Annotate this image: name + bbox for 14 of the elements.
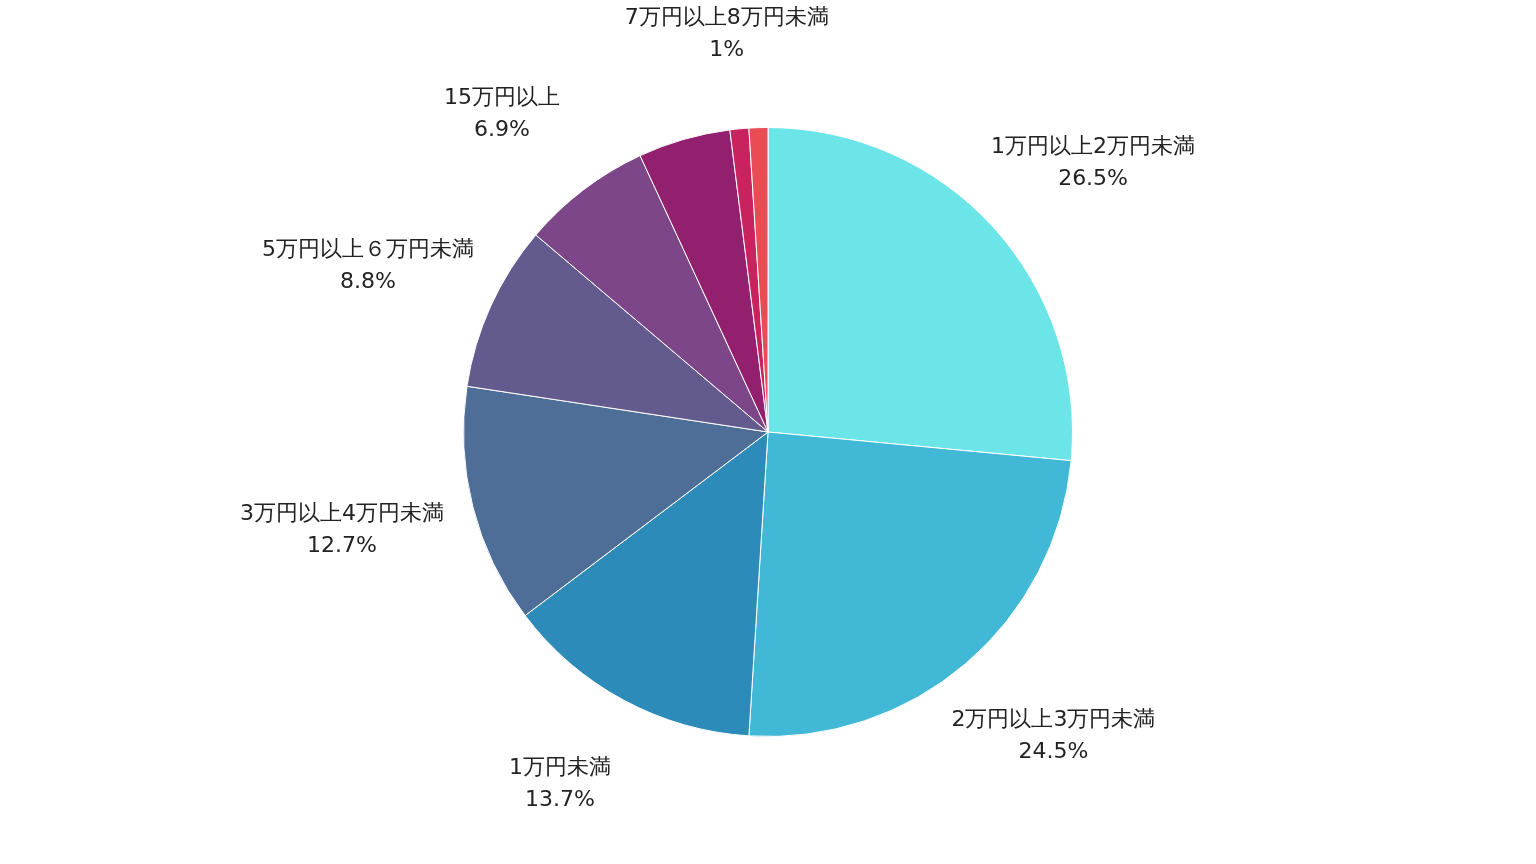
slice-label: 3万円以上4万円未満: [239, 499, 444, 525]
data-label: 13.7%: [524, 785, 595, 811]
slice-label: 5万円以上６万円未満: [262, 236, 475, 262]
slice-label: 7万円以上8万円未満: [624, 3, 829, 29]
data-label: 26.5%: [1058, 164, 1129, 190]
slice-label: 1万円未満: [508, 753, 611, 779]
slice-label: 2万円以上3万円未満: [951, 705, 1156, 731]
slice-label: 1万円以上2万円未満: [991, 132, 1196, 158]
data-label: 1%: [709, 35, 745, 61]
data-label: 12.7%: [307, 531, 377, 557]
data-label: 8.8%: [340, 268, 396, 294]
data-label: 6.9%: [473, 115, 530, 141]
data-label: 24.5%: [1018, 737, 1089, 763]
slice-label: 15万円以上: [443, 83, 560, 109]
